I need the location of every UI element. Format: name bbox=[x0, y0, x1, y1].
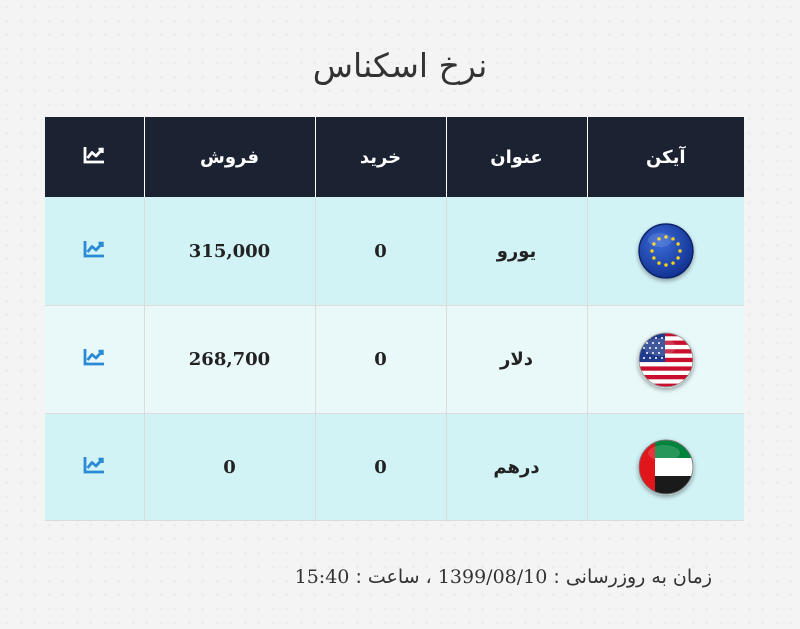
update-time-separator: ، ساعت : bbox=[355, 566, 432, 588]
sell-value: 268,700 bbox=[143, 305, 315, 414]
chart-line-icon[interactable] bbox=[83, 348, 105, 371]
chart-line-icon[interactable] bbox=[83, 456, 105, 479]
update-date: 1399/08/10 bbox=[437, 566, 548, 588]
us-flag-icon bbox=[638, 332, 694, 387]
update-clock: 15:40 bbox=[294, 566, 350, 588]
table-header-row: آیکن عنوان خرید فروش bbox=[45, 117, 744, 197]
header-sell: فروش bbox=[143, 117, 315, 197]
update-time-label: زمان به روزرسانی : bbox=[553, 566, 712, 588]
chart-cell bbox=[45, 413, 144, 521]
icon-cell bbox=[586, 413, 744, 521]
chart-cell bbox=[45, 197, 144, 306]
icon-cell bbox=[586, 197, 744, 306]
table-row: یورو 0 315,000 bbox=[45, 197, 744, 306]
buy-value: 0 bbox=[314, 197, 446, 306]
chart-cell bbox=[45, 305, 144, 414]
table-row: دلار 0 268,700 bbox=[45, 305, 744, 414]
sell-value: 0 bbox=[143, 413, 315, 521]
uae-flag-icon bbox=[638, 439, 694, 495]
table-row: درهم 0 0 bbox=[45, 413, 744, 521]
eu-flag-icon bbox=[638, 223, 694, 279]
buy-value: 0 bbox=[314, 305, 446, 414]
header-icon: آیکن bbox=[586, 117, 744, 197]
update-time: زمان به روزرسانی : 1399/08/10 ، ساعت : 1… bbox=[295, 566, 712, 588]
currency-title: درهم bbox=[445, 413, 587, 521]
chart-line-icon[interactable] bbox=[83, 240, 105, 263]
buy-value: 0 bbox=[314, 413, 446, 521]
currency-rates-table: آیکن عنوان خرید فروش bbox=[45, 117, 744, 521]
currency-title: دلار bbox=[445, 305, 587, 414]
header-title: عنوان bbox=[445, 117, 587, 197]
currency-title: یورو bbox=[445, 197, 587, 306]
chart-line-icon bbox=[83, 146, 105, 169]
header-chart bbox=[45, 117, 144, 197]
sell-value: 315,000 bbox=[143, 197, 315, 306]
page-title: نرخ اسکناس bbox=[312, 46, 488, 85]
icon-cell bbox=[586, 305, 744, 414]
header-buy: خرید bbox=[314, 117, 446, 197]
